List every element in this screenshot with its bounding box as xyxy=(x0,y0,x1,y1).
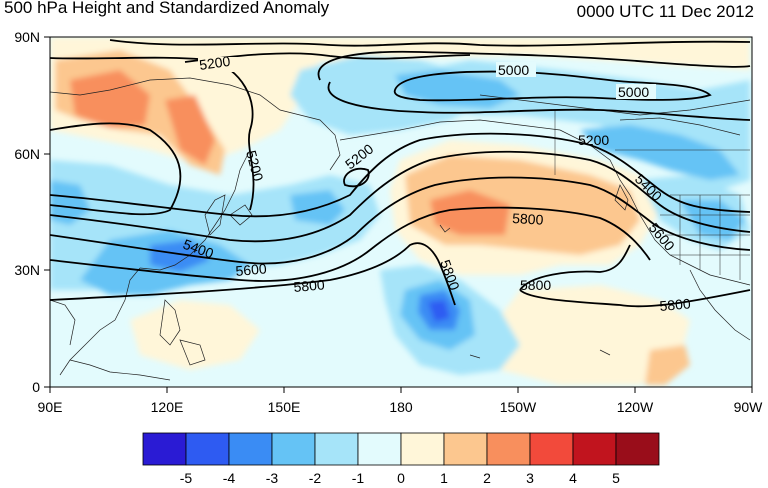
contour-label: 5800 xyxy=(293,276,326,295)
colorbar-label: 5 xyxy=(612,470,620,486)
colorbar-swatch xyxy=(486,432,531,466)
lat-ticks xyxy=(44,36,50,388)
colorbar-label: 3 xyxy=(526,470,534,486)
lon-label-120e: 120E xyxy=(151,399,184,415)
colorbar-swatch xyxy=(615,432,660,466)
colorbar-swatch xyxy=(572,432,617,466)
lon-ticks xyxy=(49,387,753,393)
lat-label-60n: 60N xyxy=(14,146,40,162)
valid-time: 0000 UTC 11 Dec 2012 xyxy=(576,2,754,21)
lon-labels: 90E 120E 150E 180 150W 120W 90W xyxy=(38,399,764,415)
colorbar-label: -4 xyxy=(223,470,236,486)
colorbar-label: -5 xyxy=(180,470,193,486)
colorbar-label: 2 xyxy=(483,470,491,486)
contour-label: 5000 xyxy=(498,62,529,78)
contour-label: 5600 xyxy=(235,260,268,279)
colorbar: -5 -4 -3 -2 -1 0 1 2 3 4 5 xyxy=(142,432,660,486)
colorbar-label: 0 xyxy=(397,470,405,486)
colorbar-swatch xyxy=(271,432,316,466)
colorbar-swatch xyxy=(357,432,402,466)
lon-label-180: 180 xyxy=(389,399,413,415)
height-contours xyxy=(50,39,751,308)
colorbar-swatch xyxy=(314,432,359,466)
coastlines xyxy=(50,77,751,381)
lon-label-90w: 90W xyxy=(734,399,764,415)
colorbar-label: -2 xyxy=(309,470,322,486)
contour-label: 5800 xyxy=(659,295,692,314)
contour-label: 5200 xyxy=(578,132,609,148)
contour-label: 5200 xyxy=(243,149,267,183)
lat-label-30n: 30N xyxy=(14,262,40,278)
colorbar-swatch xyxy=(443,432,488,466)
colorbar-swatch xyxy=(185,432,230,466)
colorbar-label: 1 xyxy=(440,470,448,486)
contour-label: 5200 xyxy=(198,53,231,73)
lon-label-120w: 120W xyxy=(617,399,654,415)
lon-label-150e: 150E xyxy=(268,399,301,415)
colorbar-label: 4 xyxy=(569,470,577,486)
lon-label-150w: 150W xyxy=(500,399,537,415)
contour-label: 5800 xyxy=(520,277,551,293)
colorbar-swatch xyxy=(228,432,273,466)
colorbar-label: -3 xyxy=(266,470,279,486)
lon-label-90e: 90E xyxy=(38,399,63,415)
lat-label-90n: 90N xyxy=(14,29,40,45)
map-title: 500 hPa Height and Standardized Anomaly xyxy=(4,0,330,17)
colorbar-swatch xyxy=(400,432,445,466)
lat-label-0: 0 xyxy=(32,379,40,395)
contour-label: 5800 xyxy=(512,210,544,228)
colorbar-label: -1 xyxy=(352,470,365,486)
colorbar-swatch xyxy=(142,432,187,466)
colorbar-swatch xyxy=(529,432,574,466)
lat-labels: 90N 60N 30N 0 xyxy=(14,29,40,395)
contour-label: 5000 xyxy=(618,84,649,100)
